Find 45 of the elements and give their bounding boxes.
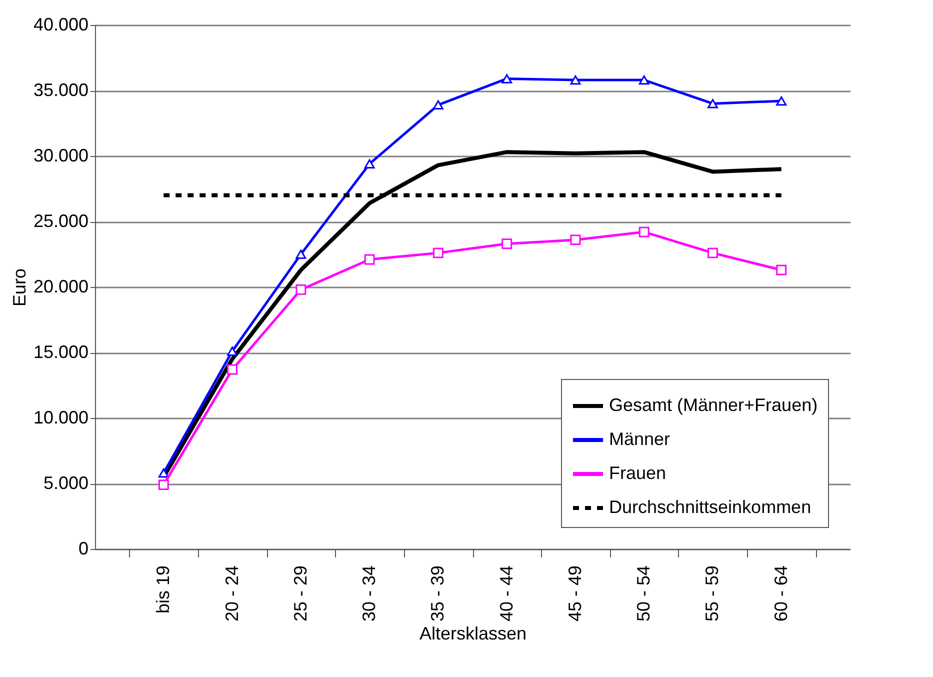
point bbox=[570, 234, 581, 246]
x-tick-label: 20 - 24 bbox=[222, 566, 242, 622]
point bbox=[296, 284, 306, 295]
y-tick-label: 40.000 bbox=[33, 14, 88, 34]
point bbox=[227, 364, 238, 375]
x-tick-label: 50 - 54 bbox=[634, 566, 654, 622]
point bbox=[364, 159, 375, 168]
point bbox=[364, 254, 375, 265]
x-tick-label: 35 - 39 bbox=[428, 566, 448, 622]
x-tick-label: 45 - 49 bbox=[564, 566, 585, 622]
point bbox=[638, 75, 650, 85]
x-tick-label: bis 19 bbox=[153, 566, 174, 614]
x-tick-label: 55 - 59 bbox=[702, 566, 722, 622]
point bbox=[638, 226, 650, 238]
legend-label: Männer bbox=[609, 429, 670, 449]
y-tick-label: 20.000 bbox=[33, 276, 88, 296]
point bbox=[776, 264, 787, 276]
point bbox=[776, 96, 787, 106]
point bbox=[227, 346, 238, 356]
y-tick-label: 35.000 bbox=[33, 80, 88, 100]
y-tick-label: 5.000 bbox=[43, 473, 88, 493]
x-axis-title: Altersklassen bbox=[419, 624, 527, 644]
point bbox=[158, 480, 169, 490]
point bbox=[296, 250, 306, 259]
point bbox=[502, 74, 512, 84]
legend-label: Frauen bbox=[609, 463, 666, 483]
x-tick-label: 60 - 64 bbox=[770, 566, 791, 622]
legend-label: Durchschnittseinkommen bbox=[609, 497, 812, 517]
x-tick-label: 30 - 34 bbox=[359, 566, 380, 622]
point bbox=[432, 100, 444, 110]
point bbox=[708, 98, 718, 108]
legend-label: Gesamt (Männer+Frauen) bbox=[609, 395, 818, 415]
y-tick-label: 10.000 bbox=[33, 408, 88, 428]
y-tick-label: 15.000 bbox=[33, 342, 88, 362]
x-tick-label: 40 - 44 bbox=[496, 566, 516, 622]
point bbox=[570, 75, 581, 85]
y-tick-label: 0 bbox=[78, 538, 88, 558]
point bbox=[158, 468, 169, 478]
y-tick-label: 25.000 bbox=[33, 211, 88, 231]
point bbox=[432, 248, 444, 258]
y-axis-title: Euro bbox=[9, 268, 30, 307]
point bbox=[502, 238, 512, 249]
x-tick-label: 25 - 29 bbox=[290, 566, 310, 622]
y-tick-label: 30.000 bbox=[33, 146, 88, 166]
point bbox=[708, 248, 718, 258]
